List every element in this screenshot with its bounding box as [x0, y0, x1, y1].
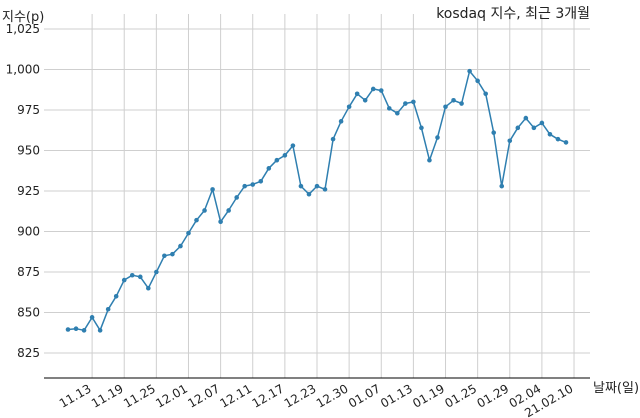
data-point: [427, 157, 432, 163]
data-point: [491, 130, 497, 135]
data-point: [162, 253, 167, 259]
data-point: [419, 125, 424, 131]
y-tick-label: 1,025: [6, 22, 40, 36]
data-point: [258, 178, 264, 184]
data-point: [555, 136, 561, 142]
data-point: [105, 306, 111, 312]
data-point: [306, 191, 312, 197]
chart-title: kosdaq 지수, 최근 3개월: [436, 6, 590, 22]
x-tick-label: 12.23: [282, 381, 319, 410]
y-tick-label: 850: [17, 306, 40, 320]
x-tick-label: 01.29: [475, 381, 512, 410]
data-point: [154, 269, 159, 275]
x-tick-label: 01.19: [410, 381, 447, 410]
data-point: [330, 136, 336, 142]
x-tick-label: 11.25: [121, 381, 158, 410]
data-point: [362, 97, 368, 103]
data-point: [475, 78, 480, 84]
data-point: [274, 157, 280, 163]
x-tick-label: 12.07: [185, 381, 222, 410]
data-point: [234, 195, 239, 200]
data-point: [563, 140, 569, 145]
y-tick-label: 950: [17, 144, 40, 158]
data-point: [403, 101, 408, 106]
data-point: [290, 143, 296, 148]
y-tick-label: 875: [17, 265, 40, 279]
data-point: [137, 274, 143, 280]
data-point: [354, 91, 360, 97]
data-point: [266, 166, 272, 171]
data-point: [322, 187, 328, 192]
data-point: [242, 183, 248, 189]
data-point: [499, 183, 505, 189]
data-point: [507, 138, 513, 144]
data-point: [483, 91, 488, 97]
data-point: [194, 217, 199, 223]
y-tick-label: 900: [17, 225, 40, 239]
x-tick-labels: 11.1311.1911.2512.0112.0712.1112.1712.23…: [57, 381, 576, 418]
x-axis-label: 날짜(일): [593, 381, 639, 396]
data-point: [370, 86, 376, 92]
y-tick-label: 825: [17, 346, 40, 360]
data-point: [467, 68, 472, 74]
data-point: [443, 104, 448, 110]
x-tick-label: 01.07: [346, 381, 383, 410]
data-point: [65, 327, 71, 332]
grid-layer: [44, 14, 590, 378]
data-point: [435, 135, 440, 140]
data-point: [459, 101, 464, 106]
x-tick-label: 11.19: [89, 381, 126, 410]
y-tick-labels: 825 850 875 900 925 950 975 1,000 1,025: [6, 22, 40, 360]
x-tick-label: 12.30: [314, 381, 351, 410]
x-tick-label: 12.11: [217, 381, 254, 410]
y-tick-label: 1,000: [6, 63, 40, 77]
data-point: [129, 272, 135, 278]
data-point: [531, 125, 537, 131]
data-point: [547, 132, 553, 137]
data-point: [226, 208, 231, 213]
data-point: [81, 328, 87, 333]
data-point: [73, 326, 79, 332]
data-point: [378, 88, 384, 93]
data-point: [515, 125, 521, 131]
y-tick-label: 975: [17, 103, 40, 117]
data-point: [298, 183, 304, 189]
x-tick-label: 01.13: [378, 381, 415, 410]
x-tick-label: 11.13: [57, 381, 94, 410]
data-point: [178, 243, 183, 249]
y-tick-label: 925: [17, 184, 40, 198]
data-point: [186, 230, 191, 236]
data-point: [523, 115, 529, 121]
data-point: [218, 219, 223, 225]
data-point: [338, 119, 344, 124]
data-point: [451, 97, 456, 103]
data-point: [282, 153, 288, 158]
data-point: [411, 99, 416, 105]
data-point: [395, 110, 400, 116]
data-point: [346, 104, 352, 110]
data-point: [210, 187, 215, 192]
data-point: [539, 120, 545, 126]
data-point: [146, 285, 151, 291]
data-point: [170, 251, 175, 257]
data-point: [121, 277, 127, 283]
series-layer: [65, 68, 569, 333]
x-tick-label: 01.25: [442, 381, 479, 410]
y-axis-label: 지수(p): [2, 10, 44, 25]
data-point: [386, 106, 392, 111]
data-point: [89, 315, 95, 320]
data-point: [97, 328, 103, 333]
data-point: [314, 183, 320, 189]
x-tick-label: 12.01: [153, 381, 190, 410]
x-tick-label: 12.17: [250, 381, 287, 410]
data-point: [202, 208, 207, 213]
data-point: [250, 182, 256, 187]
data-point: [113, 294, 119, 299]
